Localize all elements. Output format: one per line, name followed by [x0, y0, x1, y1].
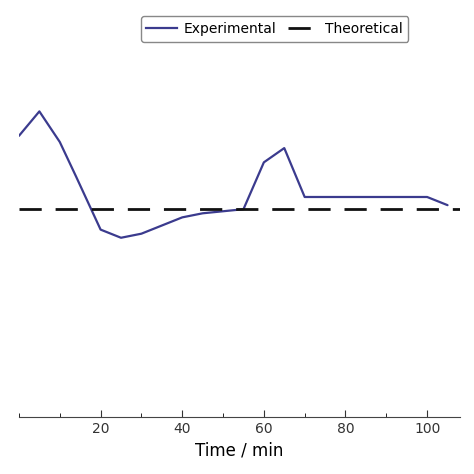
Experimental — [200, 210, 205, 216]
Experimental — [73, 174, 79, 180]
Experimental — [445, 202, 450, 208]
Experimental — [383, 194, 389, 200]
Experimental — [118, 235, 124, 241]
Experimental — [16, 133, 22, 139]
Experimental — [343, 194, 348, 200]
Experimental — [159, 223, 164, 228]
Experimental — [261, 160, 267, 165]
Experimental — [138, 231, 144, 237]
Experimental — [302, 194, 308, 200]
Experimental — [179, 215, 185, 220]
Experimental — [424, 194, 430, 200]
Legend: Experimental, Theoretical: Experimental, Theoretical — [141, 17, 409, 42]
Experimental — [241, 206, 246, 212]
Experimental — [57, 139, 63, 145]
Theoretical — [20, 206, 26, 212]
Line: Experimental: Experimental — [19, 111, 447, 238]
Experimental — [36, 109, 42, 114]
X-axis label: Time / min: Time / min — [195, 442, 283, 459]
Theoretical — [16, 206, 22, 212]
Experimental — [282, 145, 287, 151]
Experimental — [220, 209, 226, 214]
Experimental — [98, 227, 103, 232]
